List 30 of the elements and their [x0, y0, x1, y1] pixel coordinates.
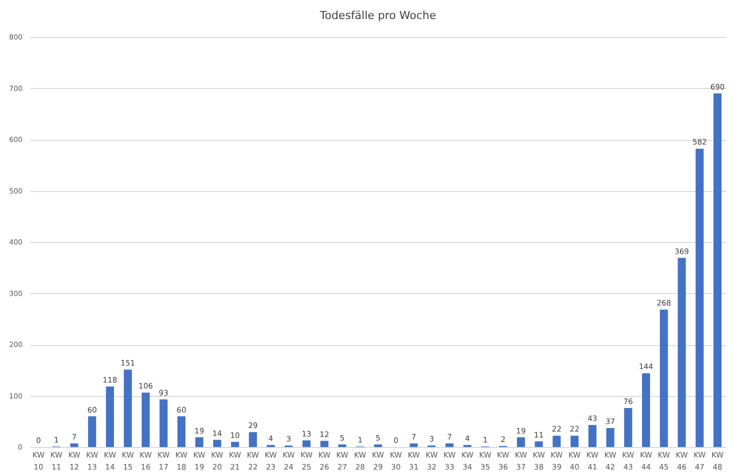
- bar: [88, 416, 96, 447]
- bar: [516, 437, 525, 447]
- bar: [410, 443, 418, 447]
- bar: [570, 436, 579, 447]
- bar: [195, 437, 204, 447]
- bar: [142, 392, 150, 447]
- bar: [248, 432, 257, 447]
- bar: [124, 370, 132, 447]
- bar: [642, 373, 650, 447]
- bar: [588, 424, 596, 447]
- bar: [320, 440, 328, 447]
- bar: [338, 444, 346, 447]
- bar: [445, 443, 454, 447]
- bar: [374, 444, 382, 447]
- bar: [713, 93, 722, 447]
- bar: [302, 440, 311, 447]
- bar: [678, 258, 686, 447]
- bar: [660, 310, 668, 447]
- bar: [213, 440, 222, 447]
- bar: [231, 442, 240, 447]
- bar: [624, 408, 632, 447]
- bar: [696, 148, 704, 447]
- bar: [106, 386, 114, 447]
- bar: [177, 416, 186, 447]
- bar: [606, 428, 614, 447]
- bar: [552, 436, 561, 447]
- bar: [70, 443, 78, 447]
- chart-title: Todesfälle pro Woche: [318, 9, 436, 22]
- bar: [534, 441, 543, 447]
- bar: [160, 399, 168, 447]
